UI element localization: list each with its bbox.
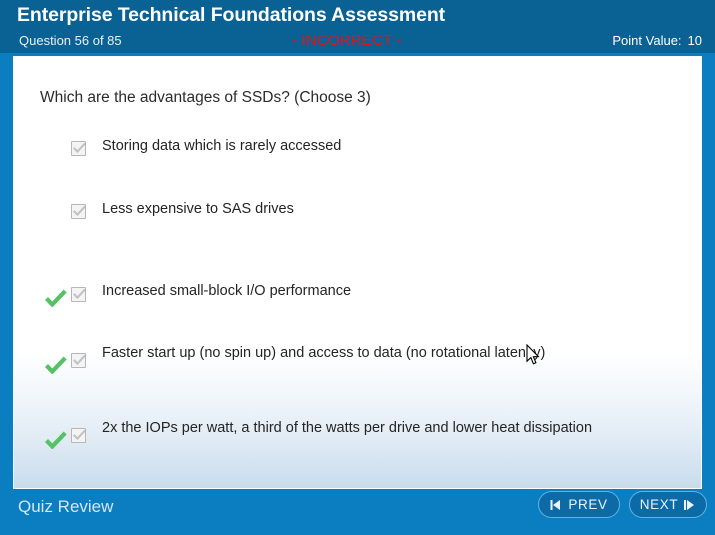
page-title: Enterprise Technical Foundations Assessm… [17,4,446,26]
green-check-icon [45,431,67,449]
point-value: Point Value: 10 [612,33,702,48]
answer-checkbox[interactable] [71,428,86,443]
quiz-mode-label: Quiz Review [18,497,114,516]
status-badge: - INCORRECT - [292,32,402,49]
question-prompt: Which are the advantages of SSDs? (Choos… [40,89,371,106]
answer-option-label: Storing data which is rarely accessed [102,138,342,154]
next-button-label: NEXT [639,497,679,512]
answer-option-label: 2x the IOPs per watt, a third of the wat… [102,420,593,436]
skip-previous-icon [550,499,562,510]
answer-option-label: Increased small-block I/O performance [102,283,352,299]
answer-checkbox[interactable] [71,204,86,219]
answer-option-row[interactable]: Less expensive to SAS drives [14,198,701,239]
quiz-header-bar: Enterprise Technical Foundations Assessm… [0,0,715,53]
quiz-footer-bar: Quiz Review PREV NEXT [0,489,715,535]
question-content-panel: Which are the advantages of SSDs? (Choos… [13,56,702,489]
answer-option-label: Less expensive to SAS drives [102,201,294,217]
answer-options-list: Storing data which is rarely accessed Le… [14,135,701,455]
green-check-icon [45,356,67,374]
point-value-number: 10 [687,33,702,48]
answer-option-row[interactable]: Increased small-block I/O performance [14,279,701,320]
question-counter: Question 56 of 85 [19,33,122,48]
green-check-icon [45,289,67,307]
checkmark-icon [73,142,86,154]
prev-button-label: PREV [568,497,608,512]
checkmark-icon [73,205,86,217]
answer-checkbox[interactable] [71,353,86,368]
next-button[interactable]: NEXT [629,491,707,518]
answer-checkbox[interactable] [71,287,86,302]
point-value-label: Point Value: [612,33,682,48]
checkmark-icon [73,354,86,366]
skip-next-icon [684,499,696,510]
checkmark-icon [73,288,86,300]
answer-checkbox[interactable] [71,141,86,156]
checkmark-icon [73,429,86,441]
answer-option-row[interactable]: 2x the IOPs per watt, a third of the wat… [14,414,701,455]
answer-option-row[interactable]: Faster start up (no spin up) and access … [14,342,701,383]
answer-option-row[interactable]: Storing data which is rarely accessed [14,135,701,176]
answer-option-label: Faster start up (no spin up) and access … [102,345,546,361]
prev-button[interactable]: PREV [538,491,620,518]
